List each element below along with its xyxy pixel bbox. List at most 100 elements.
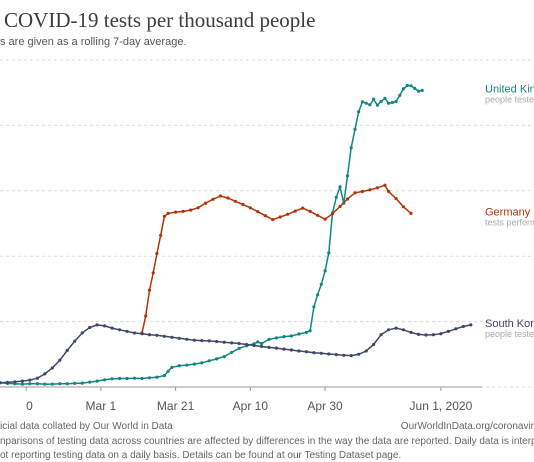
data-point xyxy=(323,269,327,273)
data-point xyxy=(13,380,17,384)
data-point xyxy=(368,188,372,192)
data-point xyxy=(387,189,391,194)
data-point xyxy=(401,328,406,332)
data-point xyxy=(319,351,323,355)
data-point xyxy=(58,358,62,362)
chart-subtitle: s are given as a rolling 7-day average. xyxy=(0,36,187,48)
data-point xyxy=(140,376,144,381)
data-point xyxy=(439,332,443,336)
source-url-link[interactable]: OurWorldInData.org/coronavir xyxy=(401,421,534,432)
data-point xyxy=(297,349,301,353)
data-point xyxy=(394,326,398,330)
data-point xyxy=(301,206,305,210)
data-point xyxy=(118,376,122,381)
x-tick-label: 0 xyxy=(26,399,33,413)
data-point xyxy=(155,375,159,379)
data-point xyxy=(461,324,465,329)
data-point xyxy=(65,348,69,352)
data-point xyxy=(118,328,122,332)
data-point xyxy=(424,333,428,337)
data-point xyxy=(372,342,376,347)
data-point xyxy=(28,382,32,386)
data-point xyxy=(132,331,137,335)
data-point xyxy=(401,205,406,209)
data-point xyxy=(364,349,368,353)
series-2 xyxy=(0,323,473,385)
data-point xyxy=(409,330,413,334)
data-point xyxy=(20,382,24,386)
data-point xyxy=(125,376,129,381)
data-point xyxy=(409,211,413,215)
data-point xyxy=(215,357,219,361)
data-point xyxy=(162,214,166,218)
data-point xyxy=(200,361,204,365)
data-point xyxy=(103,324,107,328)
data-point xyxy=(357,110,361,114)
series-line xyxy=(0,84,423,385)
data-point xyxy=(50,382,54,386)
chart-title: COVID-19 tests per thousand people xyxy=(4,8,315,32)
data-point xyxy=(260,344,264,349)
data-point xyxy=(431,333,435,337)
note-line-2: ot reporting testing data on a daily bas… xyxy=(0,450,401,461)
data-point xyxy=(20,379,24,383)
data-point xyxy=(256,210,260,214)
data-point xyxy=(170,335,174,339)
data-point xyxy=(383,96,387,100)
data-point xyxy=(95,323,99,327)
data-point xyxy=(379,333,383,337)
series-line xyxy=(141,184,412,334)
data-point xyxy=(282,347,286,351)
data-point xyxy=(159,233,163,237)
data-point xyxy=(110,326,114,330)
x-tick-label: Apr 10 xyxy=(233,399,269,413)
data-point xyxy=(166,369,170,373)
data-point xyxy=(398,93,402,97)
data-point xyxy=(416,332,421,336)
data-point xyxy=(387,328,391,332)
data-point xyxy=(245,342,249,347)
data-point xyxy=(364,101,368,105)
data-point xyxy=(80,331,84,335)
data-point xyxy=(222,355,226,359)
data-point xyxy=(230,350,234,354)
data-point xyxy=(226,196,230,200)
data-point xyxy=(43,382,47,386)
data-point xyxy=(177,336,181,340)
data-point xyxy=(316,213,320,217)
data-point xyxy=(95,379,99,383)
data-point xyxy=(327,251,331,255)
data-point xyxy=(185,337,189,341)
x-tick-label: Jun 1, 2020 xyxy=(410,399,473,413)
source-text: icial data collated by Our World in Data xyxy=(0,421,173,432)
data-point xyxy=(215,339,219,344)
data-point xyxy=(375,103,379,107)
data-point xyxy=(409,84,413,88)
data-point xyxy=(233,199,237,203)
data-point xyxy=(65,382,69,386)
data-point xyxy=(248,206,252,210)
data-point xyxy=(286,212,290,216)
data-point xyxy=(103,378,107,382)
data-point xyxy=(387,101,391,105)
data-point xyxy=(35,382,40,386)
data-point xyxy=(282,335,286,339)
data-point xyxy=(174,210,178,214)
data-point xyxy=(312,351,316,355)
data-point xyxy=(166,211,170,215)
data-point xyxy=(289,348,293,352)
series-1 xyxy=(140,183,413,335)
data-point xyxy=(323,217,327,221)
data-point xyxy=(312,305,316,309)
legend-sublabel: people teste xyxy=(485,94,534,104)
data-point xyxy=(73,381,77,385)
x-tick-label: Mar 21 xyxy=(157,399,195,413)
data-point xyxy=(416,89,421,93)
data-point xyxy=(181,209,185,213)
legend-label: South Kore xyxy=(485,318,534,330)
data-point xyxy=(177,364,181,368)
data-point xyxy=(274,336,279,340)
data-point xyxy=(304,330,308,334)
